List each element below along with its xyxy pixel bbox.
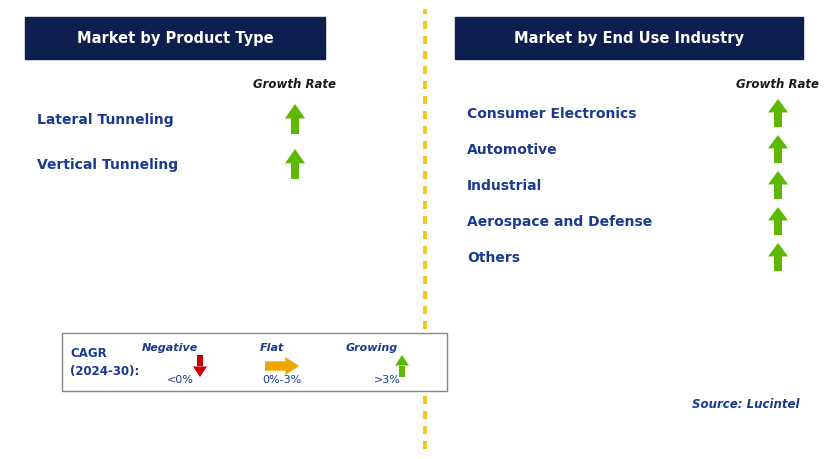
Polygon shape bbox=[265, 357, 299, 375]
FancyBboxPatch shape bbox=[62, 333, 446, 391]
Polygon shape bbox=[767, 136, 787, 149]
Text: Vertical Tunneling: Vertical Tunneling bbox=[37, 157, 178, 172]
Text: Consumer Electronics: Consumer Electronics bbox=[466, 107, 636, 121]
Text: Aerospace and Defense: Aerospace and Defense bbox=[466, 214, 652, 229]
Text: Industrial: Industrial bbox=[466, 179, 542, 193]
Text: >3%: >3% bbox=[373, 374, 400, 384]
Polygon shape bbox=[767, 172, 787, 185]
Polygon shape bbox=[394, 355, 408, 366]
Text: Lateral Tunneling: Lateral Tunneling bbox=[37, 113, 173, 127]
FancyBboxPatch shape bbox=[25, 18, 325, 60]
Text: CAGR: CAGR bbox=[70, 347, 107, 360]
Polygon shape bbox=[398, 366, 404, 377]
Text: 0%-3%: 0%-3% bbox=[262, 374, 301, 384]
Polygon shape bbox=[193, 367, 207, 377]
Text: Market by End Use Industry: Market by End Use Industry bbox=[513, 31, 743, 46]
Polygon shape bbox=[773, 221, 782, 235]
Text: Growth Rate: Growth Rate bbox=[253, 78, 336, 91]
Polygon shape bbox=[197, 355, 203, 367]
Text: Automotive: Automotive bbox=[466, 143, 557, 157]
Text: (2024-30):: (2024-30): bbox=[70, 365, 139, 378]
Text: Negative: Negative bbox=[142, 342, 198, 352]
Polygon shape bbox=[773, 113, 782, 128]
Text: Market by Product Type: Market by Product Type bbox=[77, 31, 273, 46]
Polygon shape bbox=[285, 150, 305, 164]
Polygon shape bbox=[767, 243, 787, 257]
Text: Growth Rate: Growth Rate bbox=[735, 78, 819, 91]
Polygon shape bbox=[773, 257, 782, 271]
Text: Others: Others bbox=[466, 251, 519, 264]
Text: <0%: <0% bbox=[166, 374, 193, 384]
Polygon shape bbox=[285, 105, 305, 119]
Polygon shape bbox=[767, 100, 787, 113]
Text: Source: Lucintel: Source: Lucintel bbox=[691, 397, 799, 411]
Polygon shape bbox=[291, 164, 299, 179]
Polygon shape bbox=[767, 207, 787, 221]
Polygon shape bbox=[291, 119, 299, 134]
Polygon shape bbox=[773, 185, 782, 200]
FancyBboxPatch shape bbox=[455, 18, 802, 60]
Text: Growing: Growing bbox=[345, 342, 397, 352]
Text: Flat: Flat bbox=[259, 342, 284, 352]
Polygon shape bbox=[773, 149, 782, 164]
